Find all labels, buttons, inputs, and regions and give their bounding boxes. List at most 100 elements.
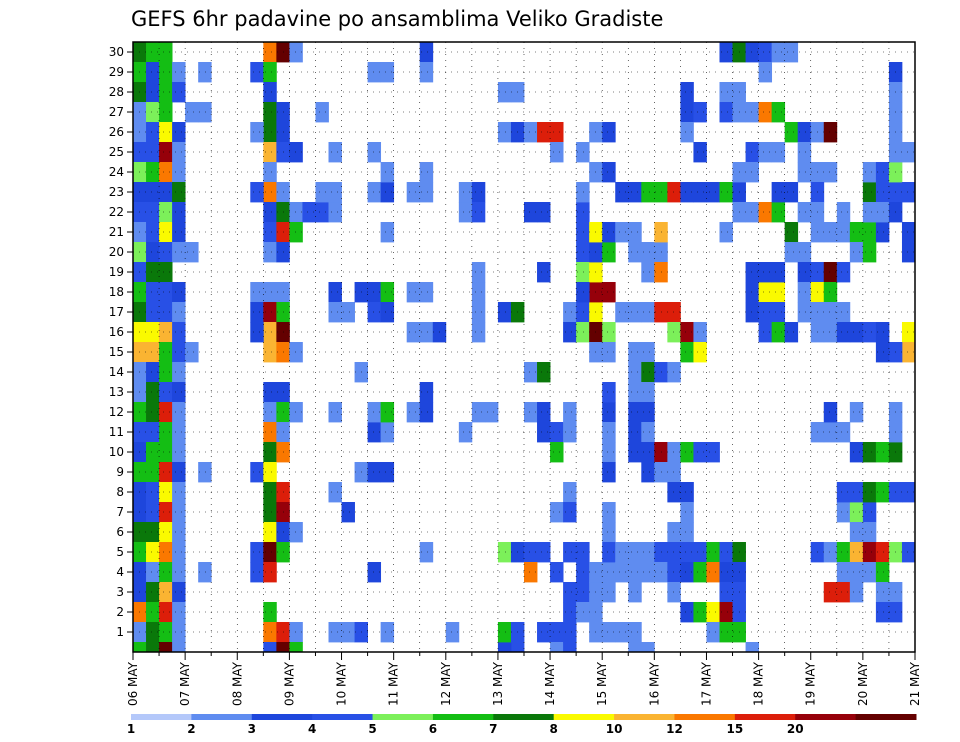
heatmap-cell <box>667 322 681 343</box>
heatmap-cell <box>862 182 877 203</box>
heatmap-cell <box>185 342 199 363</box>
y-axis: 1234567891011121314151617181920212223242… <box>109 45 133 639</box>
heatmap-cell <box>745 282 759 303</box>
heatmap-cell <box>901 242 916 263</box>
heatmap-cell <box>146 262 160 283</box>
heatmap-cell <box>419 322 434 343</box>
heatmap-cell <box>172 602 186 623</box>
heatmap-cell <box>719 182 733 203</box>
heatmap-cell <box>524 542 538 563</box>
heatmap-cell <box>537 402 551 423</box>
heatmap-cell <box>875 442 890 463</box>
heatmap-cell <box>471 262 486 283</box>
colorbar-segment <box>553 714 615 720</box>
colorbar-label: 10 <box>606 722 623 736</box>
y-tick-label: 19 <box>109 265 124 279</box>
heatmap-cell <box>823 402 838 423</box>
heatmap-cell <box>680 602 694 623</box>
heatmap-cell <box>328 302 342 323</box>
heatmap-cell <box>537 202 551 223</box>
heatmap-cell <box>172 622 186 643</box>
heatmap-cell <box>471 302 486 323</box>
colorbar-segment <box>251 714 313 720</box>
x-tick-label: 10 MAY <box>335 661 349 706</box>
heatmap-cell <box>159 582 173 603</box>
heatmap-cell <box>771 302 786 323</box>
heatmap-cell <box>628 242 642 263</box>
heatmap-cell <box>628 362 642 383</box>
heatmap-cell <box>380 222 395 243</box>
heatmap-cell <box>875 602 890 623</box>
heatmap-cell <box>615 182 629 203</box>
heatmap-cell <box>576 562 590 583</box>
heatmap-cell <box>159 202 173 223</box>
heatmap-cell <box>706 182 720 203</box>
heatmap-cell <box>172 362 186 383</box>
heatmap-cell <box>172 182 186 203</box>
heatmap-cell <box>289 642 303 653</box>
heatmap-cell <box>602 462 616 483</box>
heatmap-cell <box>159 322 173 343</box>
heatmap-cell <box>159 542 173 563</box>
heatmap-cell <box>289 342 303 363</box>
heatmap-cell <box>133 642 147 653</box>
heatmap-cell <box>836 482 851 503</box>
heatmap-cell <box>875 202 890 223</box>
heatmap-cell <box>901 482 916 503</box>
heatmap-cell <box>745 642 759 653</box>
y-tick-label: 27 <box>109 105 124 119</box>
heatmap-cell <box>667 362 681 383</box>
heatmap-cell <box>693 562 707 583</box>
heatmap-cell <box>146 302 160 323</box>
x-tick-label: 07 MAY <box>178 661 192 706</box>
heatmap-cell <box>576 282 590 303</box>
heatmap-cell <box>159 82 173 103</box>
heatmap-cell <box>771 262 786 283</box>
heatmap-cell <box>758 142 773 163</box>
heatmap-cell <box>602 542 616 563</box>
heatmap-cell <box>680 342 694 363</box>
heatmap-cell <box>680 122 694 143</box>
heatmap-cell <box>263 302 277 323</box>
heatmap-cell <box>250 62 264 83</box>
heatmap-cell <box>146 102 160 123</box>
heatmap-cell <box>146 82 160 103</box>
heatmap-cell <box>263 162 277 183</box>
heatmap-cell <box>823 162 838 183</box>
colorbar-segment <box>855 714 917 720</box>
heatmap-cell <box>250 282 264 303</box>
heatmap-cell <box>576 262 590 283</box>
grid-lines <box>132 42 916 652</box>
heatmap-cell <box>628 542 642 563</box>
heatmap-cell <box>849 502 864 523</box>
heatmap-cell <box>602 322 616 343</box>
heatmap-cell <box>693 322 707 343</box>
heatmap-cell <box>380 402 395 423</box>
heatmap-cell <box>172 582 186 603</box>
x-tick-label: 11 MAY <box>387 661 401 706</box>
x-tick-label: 18 MAY <box>752 661 766 706</box>
heatmap-cell <box>563 302 577 323</box>
heatmap-cell <box>667 302 681 323</box>
heatmap-cell <box>823 302 838 323</box>
heatmap-cell <box>901 342 916 363</box>
y-tick-label: 4 <box>116 565 124 579</box>
chart-title: GEFS 6hr padavine po ansamblima Veliko G… <box>131 7 663 31</box>
heatmap-cell <box>159 42 173 63</box>
y-tick-label: 7 <box>116 505 124 519</box>
x-tick-label: 16 MAY <box>647 661 661 706</box>
heatmap-cell <box>667 542 681 563</box>
heatmap-cell <box>537 362 551 383</box>
heatmap-cell <box>745 162 759 183</box>
colorbar-label: 2 <box>187 722 195 736</box>
heatmap-cell <box>641 342 655 363</box>
heatmap-cell <box>797 162 812 183</box>
colorbar-label: 8 <box>550 722 558 736</box>
heatmap-cell <box>159 402 173 423</box>
heatmap-cell <box>550 642 564 653</box>
heatmap-cell <box>576 182 590 203</box>
heatmap-cell <box>172 562 186 583</box>
heatmap-cell <box>862 162 877 183</box>
heatmap-cell <box>823 122 838 143</box>
heatmap-cell <box>406 322 421 343</box>
